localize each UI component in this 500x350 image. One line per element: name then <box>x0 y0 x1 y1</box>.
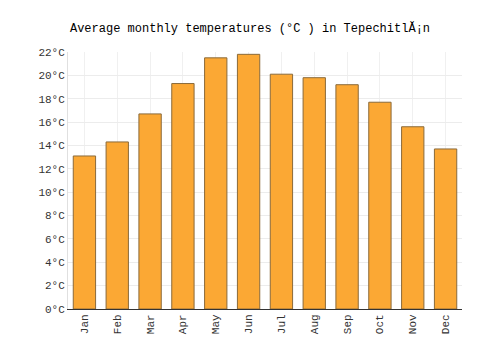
svg-text:Sep: Sep <box>342 314 354 334</box>
svg-text:10°C: 10°C <box>38 187 65 199</box>
svg-text:Aug: Aug <box>309 314 321 334</box>
svg-text:18°C: 18°C <box>38 94 65 106</box>
svg-text:Average monthly temperatures (: Average monthly temperatures (°C ) in Te… <box>70 21 430 36</box>
svg-text:Jan: Jan <box>79 314 91 334</box>
svg-text:0°C: 0°C <box>45 304 65 316</box>
svg-text:2°C: 2°C <box>45 280 65 292</box>
svg-text:8°C: 8°C <box>45 210 65 222</box>
svg-text:May: May <box>210 314 222 334</box>
svg-text:12°C: 12°C <box>38 164 65 176</box>
svg-text:6°C: 6°C <box>45 234 65 246</box>
svg-text:Jun: Jun <box>243 314 255 334</box>
svg-text:22°C: 22°C <box>38 47 65 59</box>
svg-text:14°C: 14°C <box>38 140 65 152</box>
svg-text:16°C: 16°C <box>38 117 65 129</box>
svg-text:Mar: Mar <box>145 314 157 334</box>
svg-text:Nov: Nov <box>407 314 419 334</box>
svg-text:4°C: 4°C <box>45 257 65 269</box>
svg-text:Oct: Oct <box>374 314 386 334</box>
svg-text:Jul: Jul <box>276 314 288 334</box>
svg-text:Dec: Dec <box>440 314 452 334</box>
svg-text:Apr: Apr <box>177 314 189 334</box>
svg-text:20°C: 20°C <box>38 70 65 82</box>
svg-text:Feb: Feb <box>112 314 124 334</box>
